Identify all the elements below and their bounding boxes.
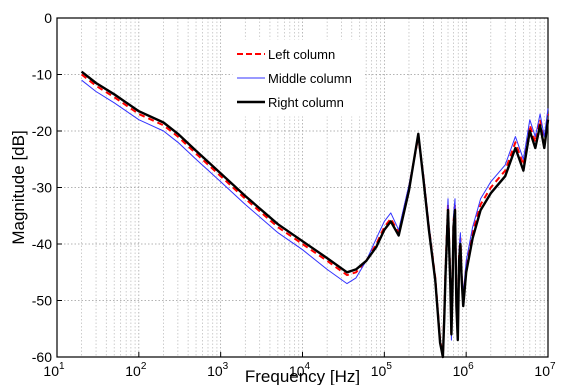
x-tick-exponent: 5 <box>386 361 392 372</box>
y-tick-label: 0 <box>44 10 52 26</box>
y-tick-label: -40 <box>32 236 52 252</box>
x-axis-label: Frequency [Hz] <box>245 367 360 385</box>
x-tick-label: 105 <box>371 361 393 379</box>
legend: Left column Middle column Right column <box>232 39 364 117</box>
series-line-1 <box>80 73 549 358</box>
legend-label: Right column <box>268 95 344 110</box>
y-tick-label: -50 <box>32 293 52 309</box>
legend-label: Left column <box>268 47 335 62</box>
x-tick-exponent: 7 <box>550 361 556 372</box>
y-tick-label: -30 <box>32 180 52 196</box>
x-tick-exponent: 6 <box>468 361 474 372</box>
legend-label: Middle column <box>268 71 352 86</box>
y-axis-label: Magnitude [dB] <box>9 130 28 244</box>
x-tick-exponent: 4 <box>305 361 311 372</box>
x-tick-label: 103 <box>207 361 229 379</box>
y-tick-label: -60 <box>32 349 52 365</box>
x-tick-label: 102 <box>125 361 147 379</box>
series-lines <box>80 70 550 359</box>
x-tick-exponent: 1 <box>59 361 65 372</box>
x-tick-exponent: 2 <box>141 361 147 372</box>
y-tick-label: -20 <box>32 123 52 139</box>
x-tick-label: 107 <box>534 361 556 379</box>
y-tick-label: -10 <box>32 67 52 83</box>
series-line-3 <box>80 70 550 359</box>
x-tick-exponent: 3 <box>223 361 229 372</box>
x-tick-label: 106 <box>453 361 475 379</box>
